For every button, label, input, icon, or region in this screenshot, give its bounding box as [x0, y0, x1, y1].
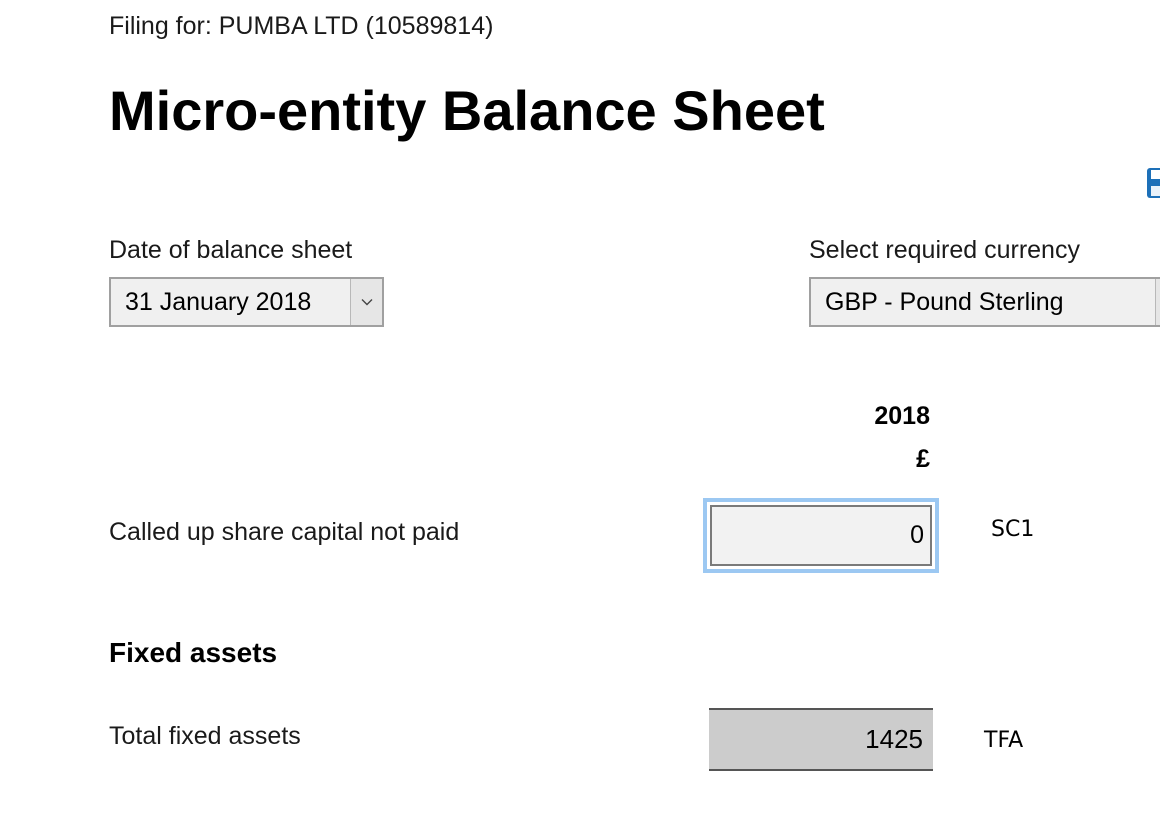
fixed-assets-heading: Fixed assets [109, 637, 278, 668]
save-icon[interactable] [1146, 166, 1160, 200]
share-capital-label: Called up share capital not paid [109, 518, 460, 546]
share-capital-code: SC1 [991, 517, 1035, 542]
column-currency-heading: £ [916, 445, 930, 473]
chevron-down-icon[interactable] [350, 279, 382, 325]
date-field-label: Date of balance sheet [109, 236, 353, 264]
share-capital-input[interactable] [710, 505, 932, 566]
date-select[interactable]: 31 January 2018 [109, 277, 384, 327]
total-fixed-assets-value: 1425 [709, 708, 933, 771]
total-fixed-assets-label: Total fixed assets [109, 722, 301, 750]
total-fixed-assets-code: TFA [984, 728, 1024, 753]
filing-for-text: Filing for: PUMBA LTD (10589814) [109, 12, 494, 40]
currency-select[interactable]: GBP - Pound Sterling [809, 277, 1160, 327]
column-year-heading: 2018 [874, 402, 930, 430]
share-capital-focus-ring [703, 498, 939, 573]
currency-select-value: GBP - Pound Sterling [825, 287, 1064, 316]
page-title: Micro-entity Balance Sheet [109, 79, 825, 142]
chevron-down-icon[interactable] [1155, 279, 1160, 325]
currency-field-label: Select required currency [809, 236, 1080, 264]
date-select-value: 31 January 2018 [125, 287, 312, 316]
